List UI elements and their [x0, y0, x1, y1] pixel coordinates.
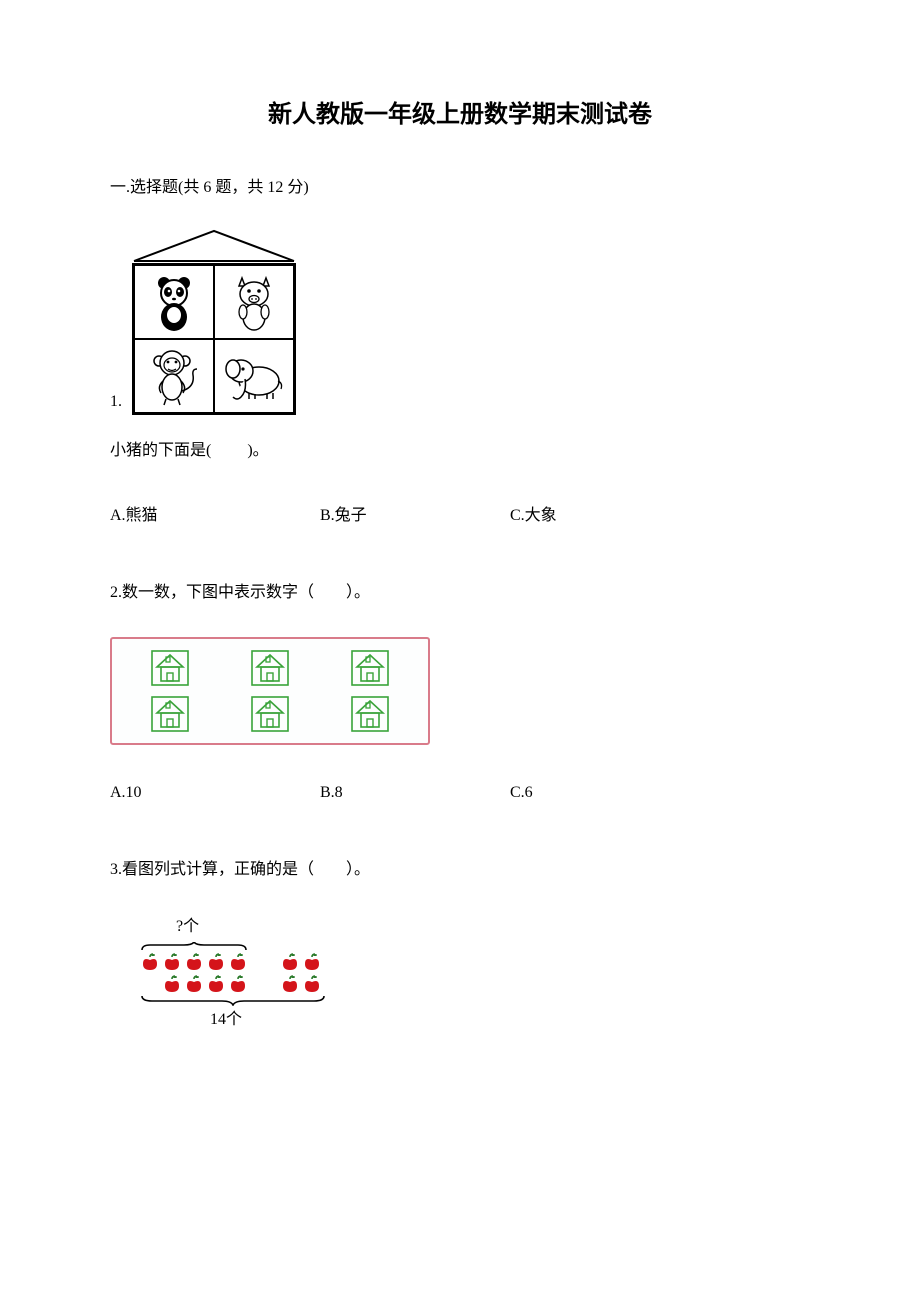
house-item: [234, 649, 306, 687]
question-2-options: A.10 B.8 C.6: [110, 779, 810, 806]
brace-bottom-icon: [140, 994, 326, 1006]
apple-group-right: [280, 952, 322, 994]
house-icon: [250, 695, 290, 733]
option-c: C.大象: [510, 502, 810, 529]
brace-top-icon: [140, 942, 248, 952]
option-c: C.6: [510, 779, 810, 806]
panda-icon: [150, 273, 198, 331]
bottom-label: 14个: [210, 1006, 350, 1033]
house-icon: [350, 649, 390, 687]
house-diagram: [130, 227, 298, 415]
apple-icon: [206, 952, 226, 972]
apple-icon: [206, 974, 226, 994]
elephant-cell: [214, 339, 294, 413]
apple-icon: [162, 952, 182, 972]
apple-icon: [184, 952, 204, 972]
section-header: 一.选择题(共 6 题，共 12 分): [110, 174, 810, 201]
house-item: [134, 695, 206, 733]
apple-icon: [302, 952, 322, 972]
house-icon: [150, 649, 190, 687]
top-label: ?个: [176, 913, 350, 940]
question-3-text: 3.看图列式计算，正确的是（ ）。: [110, 856, 810, 883]
option-a: A.熊猫: [110, 502, 320, 529]
monkey-icon: [147, 345, 201, 407]
elephant-icon: [221, 349, 287, 403]
monkey-cell: [134, 339, 214, 413]
question-number: 1.: [110, 388, 122, 415]
question-2-text: 2.数一数，下图中表示数字（ ）。: [110, 579, 810, 606]
question-2-box: [110, 637, 430, 745]
option-a: A.10: [110, 779, 320, 806]
question-1: 1.: [110, 227, 810, 415]
apple-group-left: [140, 952, 248, 994]
roof-icon: [130, 227, 298, 263]
apple-icon: [280, 974, 300, 994]
house-icon: [150, 695, 190, 733]
option-b: B.兔子: [320, 502, 510, 529]
apple-icon: [228, 974, 248, 994]
house-item: [234, 695, 306, 733]
apple-icon: [302, 974, 322, 994]
question-1-text: 小猪的下面是( )。: [110, 437, 810, 464]
house-item: [334, 695, 406, 733]
house-item: [334, 649, 406, 687]
page-title: 新人教版一年级上册数学期末测试卷: [110, 95, 810, 136]
pig-icon: [229, 272, 279, 332]
apple-icon: [280, 952, 300, 972]
house-item: [134, 649, 206, 687]
house-icon: [350, 695, 390, 733]
house-icon: [250, 649, 290, 687]
apple-icon: [184, 974, 204, 994]
question-3-figure: ?个 14个: [140, 913, 350, 1033]
apple-icon: [162, 974, 182, 994]
apple-icon: [140, 952, 160, 972]
apple-icon: [228, 952, 248, 972]
pig-cell: [214, 265, 294, 339]
question-1-options: A.熊猫 B.兔子 C.大象: [110, 502, 810, 529]
panda-cell: [134, 265, 214, 339]
option-b: B.8: [320, 779, 510, 806]
